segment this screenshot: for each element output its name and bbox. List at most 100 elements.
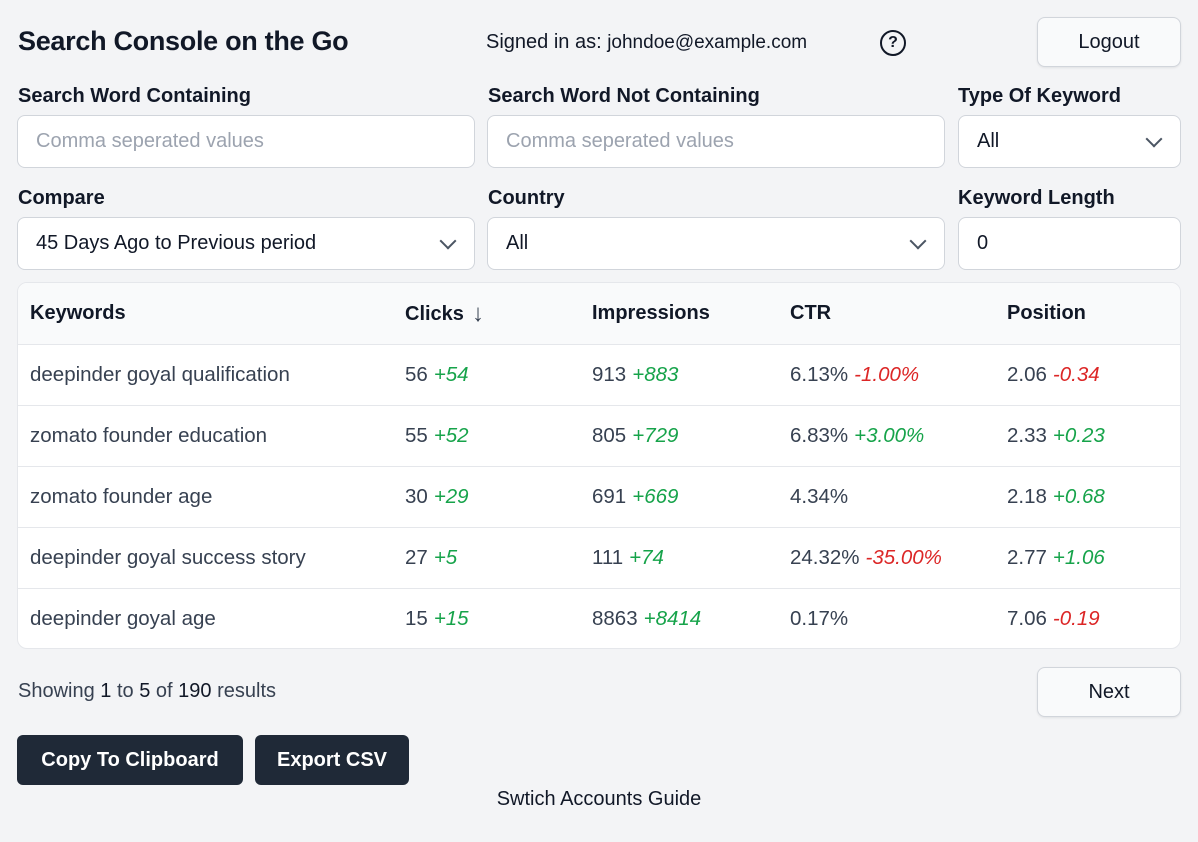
compare-label: Compare [18, 187, 105, 209]
position-value: 7.06 [1007, 607, 1047, 630]
impressions-value: 913 [592, 363, 627, 386]
pagination-summary: Showing 1 to 5 of 190 results [18, 680, 276, 703]
position-delta: +0.68 [1052, 485, 1105, 508]
next-button[interactable]: Next [1037, 667, 1181, 717]
position-cell: 2.18 +0.68 [1007, 485, 1105, 509]
impressions-cell: 691 +669 [592, 485, 678, 509]
header-keywords[interactable]: Keywords [30, 302, 126, 324]
header-clicks-label: Clicks [405, 302, 464, 325]
position-cell: 2.33 +0.23 [1007, 424, 1105, 448]
clicks-value: 27 [405, 546, 428, 569]
clicks-cell: 30 +29 [405, 485, 469, 509]
signed-in-text: Signed in as: johndoe@example.com [486, 31, 807, 54]
clicks-delta: +5 [433, 546, 458, 569]
keyword-cell: deepinder goyal success story [30, 546, 306, 570]
impressions-delta: +669 [632, 485, 679, 508]
keyword-value: deepinder goyal success story [30, 546, 306, 569]
app-title: Search Console on the Go [18, 26, 349, 56]
clicks-cell: 56 +54 [405, 363, 469, 387]
total-value: 190 [178, 680, 212, 702]
ctr-delta: +3.00% [854, 424, 925, 447]
containing-label: Search Word Containing [18, 85, 251, 107]
header-impressions[interactable]: Impressions [592, 302, 710, 324]
impressions-cell: 913 +883 [592, 363, 678, 387]
containing-field[interactable] [17, 115, 475, 168]
table-row: deepinder goyal success story 27 +5 111 +74 2… [18, 528, 1180, 589]
country-value: All [506, 232, 529, 254]
keyword-cell: deepinder goyal age [30, 607, 216, 631]
table-row: zomato founder age 30 +29 691 +669 4.34% 2.18 +… [18, 467, 1180, 528]
clicks-value: 56 [405, 363, 428, 386]
ctr-value: 6.83% [790, 424, 849, 447]
impressions-value: 111 [592, 546, 624, 569]
copy-to-clipboard-button[interactable]: Copy To Clipboard [17, 735, 243, 785]
impressions-value: 691 [592, 485, 627, 508]
keyword-value: deepinder goyal age [30, 607, 216, 630]
keyword-cell: zomato founder education [30, 424, 267, 448]
ctr-cell: 6.13% -1.00% [790, 363, 919, 387]
logout-button[interactable]: Logout [1037, 17, 1181, 67]
containing-input[interactable] [36, 130, 456, 153]
keyword-cell: deepinder goyal qualification [30, 363, 290, 387]
ctr-value: 24.32% [790, 546, 860, 569]
position-delta: -0.19 [1052, 607, 1100, 630]
position-cell: 7.06 -0.19 [1007, 607, 1100, 631]
of-word: of [155, 680, 173, 702]
keyword-type-value: All [977, 130, 1000, 152]
position-value: 2.33 [1007, 424, 1047, 447]
not-containing-input[interactable] [506, 130, 926, 153]
impressions-value: 8863 [592, 607, 638, 630]
table-header: Keywords Clicks ↓ Impressions CTR Positi… [18, 283, 1180, 345]
export-csv-button[interactable]: Export CSV [255, 735, 409, 785]
impressions-cell: 111 +74 [592, 546, 664, 570]
clicks-value: 55 [405, 424, 428, 447]
ctr-cell: 24.32% -35.00% [790, 546, 942, 570]
clicks-delta: +15 [433, 607, 469, 630]
clicks-delta: +29 [433, 485, 469, 508]
clicks-value: 30 [405, 485, 428, 508]
position-cell: 2.06 -0.34 [1007, 363, 1100, 387]
ctr-delta: -1.00% [854, 363, 920, 386]
keyword-type-select[interactable]: All [958, 115, 1181, 168]
table-row: deepinder goyal age 15 +15 8863 +8414 0.17% 7.… [18, 589, 1180, 648]
position-cell: 2.77 +1.06 [1007, 546, 1105, 570]
table-row: deepinder goyal qualification 56 +54 913 +88… [18, 345, 1180, 406]
impressions-delta: +883 [632, 363, 679, 386]
ctr-cell: 0.17% [790, 607, 848, 631]
chevron-down-icon [909, 232, 927, 249]
ctr-cell: 4.34% [790, 485, 848, 509]
impressions-cell: 8863 +8414 [592, 607, 701, 631]
to-value: 5 [139, 680, 151, 702]
ctr-value: 6.13% [790, 363, 849, 386]
not-containing-field[interactable] [487, 115, 945, 168]
header-position[interactable]: Position [1007, 302, 1086, 324]
header-ctr[interactable]: CTR [790, 302, 832, 324]
country-label: Country [488, 187, 565, 209]
position-delta: -0.34 [1052, 363, 1100, 386]
table-body: deepinder goyal qualification 56 +54 913 +88… [18, 345, 1180, 648]
sort-down-icon[interactable]: ↓ [471, 300, 484, 327]
from-value: 1 [100, 680, 112, 702]
user-email: johndoe@example.com [607, 32, 808, 53]
impressions-cell: 805 +729 [592, 424, 678, 448]
to-word: to [116, 680, 134, 702]
keyword-length-label: Keyword Length [958, 187, 1115, 209]
impressions-delta: +8414 [643, 607, 702, 630]
position-value: 2.06 [1007, 363, 1047, 386]
keyword-length-input[interactable] [977, 232, 1162, 255]
header-clicks[interactable]: Clicks ↓ [405, 302, 484, 326]
help-icon[interactable]: ? [880, 30, 906, 56]
country-select[interactable]: All [487, 217, 945, 270]
keyword-type-label: Type Of Keyword [958, 85, 1121, 107]
ctr-delta: -35.00% [865, 546, 942, 569]
switch-accounts-guide-link[interactable]: Swtich Accounts Guide [496, 788, 702, 810]
compare-select[interactable]: 45 Days Ago to Previous period [17, 217, 475, 270]
keywords-table: Keywords Clicks ↓ Impressions CTR Positi… [17, 282, 1181, 649]
position-value: 2.18 [1007, 485, 1047, 508]
keyword-cell: zomato founder age [30, 485, 212, 509]
showing-word: Showing [18, 680, 95, 702]
keyword-length-field[interactable] [958, 217, 1181, 270]
ctr-cell: 6.83% +3.00% [790, 424, 924, 448]
impressions-delta: +74 [629, 546, 664, 569]
not-containing-label: Search Word Not Containing [488, 85, 760, 107]
